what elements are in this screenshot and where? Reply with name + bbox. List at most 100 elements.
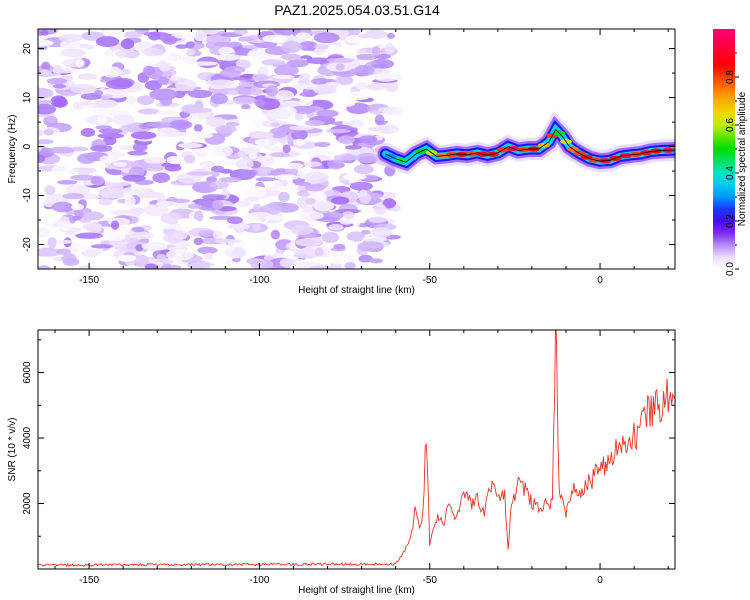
noise-speckle xyxy=(321,231,340,244)
noise-speckle xyxy=(82,223,103,231)
x-tick-label: -50 xyxy=(423,275,438,286)
noise-speckle xyxy=(164,264,182,269)
noise-speckle xyxy=(348,119,364,128)
noise-speckle xyxy=(174,79,197,91)
noise-speckle xyxy=(105,230,126,242)
noise-speckle xyxy=(132,143,148,152)
x-tick-label: 0 xyxy=(597,575,603,586)
noise-speckle xyxy=(316,109,339,118)
noise-speckle xyxy=(359,189,368,198)
noise-speckle xyxy=(38,265,51,269)
noise-speckle xyxy=(313,199,335,212)
noise-speckle xyxy=(44,185,56,196)
noise-speckle xyxy=(344,145,362,150)
snr-panel: -150 -100 -50 0 2000 4000 6000 Height of straig… xyxy=(7,329,676,596)
noise-speckle xyxy=(110,220,120,230)
x-axis-label: Height of straight line (km) xyxy=(298,285,415,296)
noise-speckle xyxy=(144,263,158,269)
noise-speckle xyxy=(373,72,399,82)
noise-speckle xyxy=(156,110,178,115)
noise-speckle xyxy=(117,254,137,262)
noise-speckle xyxy=(368,216,388,223)
noise-speckle xyxy=(70,83,97,94)
noise-speckle xyxy=(228,89,239,96)
noise-speckle xyxy=(166,248,194,261)
noise-speckle xyxy=(374,114,385,126)
noise-speckle xyxy=(335,75,354,86)
noise-speckle xyxy=(105,30,125,37)
noise-speckle xyxy=(205,176,218,183)
noise-speckle xyxy=(366,82,387,91)
noise-speckle xyxy=(235,158,254,170)
noise-speckle xyxy=(349,181,374,191)
noise-speckle xyxy=(177,218,199,225)
noise-speckle xyxy=(122,174,146,182)
noise-speckle xyxy=(211,199,224,210)
noise-speckle xyxy=(43,128,54,136)
noise-speckle xyxy=(206,116,226,127)
x-tick-label: -150 xyxy=(79,275,99,286)
noise-speckle xyxy=(94,99,119,108)
noise-speckle xyxy=(138,108,161,115)
noise-speckle xyxy=(142,65,156,76)
noise-speckle xyxy=(333,154,360,161)
noise-speckle xyxy=(204,252,214,260)
noise-speckle xyxy=(166,155,184,165)
noise-speckle xyxy=(159,96,173,106)
noise-speckle xyxy=(252,203,262,211)
y-axis-label: Frequency (Hz) xyxy=(7,115,18,184)
noise-speckle xyxy=(51,201,74,213)
noise-speckle xyxy=(114,50,141,58)
noise-speckle xyxy=(355,153,380,164)
x-axis-label: Height of straight line (km) xyxy=(298,585,415,596)
noise-speckle xyxy=(385,81,399,93)
noise-speckle xyxy=(196,29,220,35)
noise-speckle xyxy=(209,180,229,190)
noise-speckle xyxy=(176,172,202,184)
noise-speckle xyxy=(270,229,280,240)
noise-speckle xyxy=(260,204,283,215)
y-tick-label: 2000 xyxy=(22,492,33,515)
noise-speckle xyxy=(219,69,241,78)
noise-speckle xyxy=(131,226,145,233)
noise-speckle xyxy=(193,124,203,133)
noise-speckle xyxy=(371,63,389,68)
noise-speckle xyxy=(237,200,252,207)
noise-speckle xyxy=(78,218,92,223)
noise-speckle xyxy=(187,203,203,210)
noise-speckle xyxy=(47,146,75,154)
noise-speckle xyxy=(105,78,133,90)
noise-speckle xyxy=(281,41,303,53)
noise-speckle xyxy=(345,91,371,101)
noise-speckle xyxy=(38,154,46,163)
noise-speckle xyxy=(57,239,73,244)
noise-speckle xyxy=(47,237,57,249)
noise-speckle xyxy=(123,31,143,39)
colorbar-tick-label: 0.4 xyxy=(725,166,736,180)
noise-speckle xyxy=(155,127,180,138)
noise-speckle xyxy=(172,230,188,241)
noise-speckle xyxy=(382,198,397,209)
x-tick-label: -50 xyxy=(423,575,438,586)
noise-speckle xyxy=(187,89,213,99)
noise-speckle xyxy=(127,150,148,156)
noise-speckle xyxy=(233,29,248,35)
noise-speckle xyxy=(346,231,366,242)
noise-speckle xyxy=(340,100,356,107)
noise-speckle xyxy=(53,97,68,108)
noise-speckle xyxy=(77,73,98,81)
noise-speckle xyxy=(224,246,247,259)
noise-speckle xyxy=(167,52,182,62)
noise-speckle xyxy=(170,32,197,39)
noise-speckle xyxy=(95,36,120,48)
noise-speckle xyxy=(75,59,85,68)
noise-speckle xyxy=(214,238,242,244)
noise-speckle xyxy=(78,264,95,269)
noise-speckle xyxy=(333,243,346,250)
noise-speckle xyxy=(214,160,238,167)
noise-speckle xyxy=(193,237,204,246)
noise-speckle xyxy=(342,173,367,181)
noise-speckle xyxy=(38,35,45,46)
